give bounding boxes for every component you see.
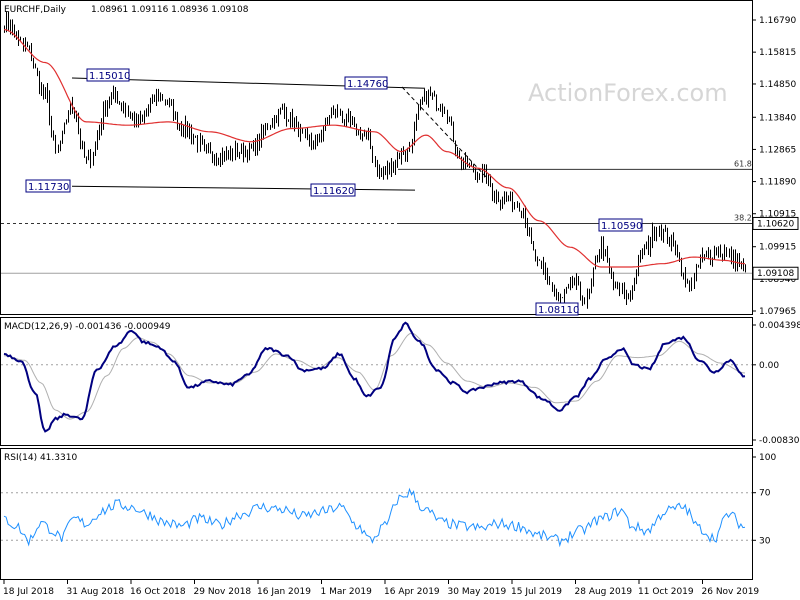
annotation-label-1.08110: 1.08110	[538, 305, 579, 316]
annotation-box-1.11730	[25, 179, 71, 193]
rsi-tick-label: 70	[759, 489, 771, 499]
annotation-box-1.11620	[310, 183, 356, 197]
macd-label: MACD(12,26,9) -0.001436 -0.000949	[4, 322, 171, 332]
price-tick-label: 1.11890	[759, 178, 796, 188]
annotation-box-1.15010	[86, 68, 130, 82]
rsi-line	[3, 487, 746, 548]
ma-line	[3, 29, 746, 268]
rsi-label: RSI(14) 41.3310	[4, 453, 77, 463]
annotation-box-1.14760	[344, 76, 388, 90]
date-tick-label: 30 May 2019	[448, 587, 507, 597]
current-price-label: 1.09108	[757, 269, 794, 279]
rsi-pane	[0, 448, 753, 580]
macd-pane	[0, 317, 753, 446]
annotation-label-1.11730: 1.11730	[28, 182, 69, 193]
price-tick-label: 1.10915	[759, 210, 796, 220]
price-tick-label: 1.13840	[759, 113, 796, 123]
annotation-label-1.14760: 1.14760	[347, 79, 388, 90]
price-tick-label: 1.12865	[759, 145, 796, 155]
ohlc-readout: 1.08961 1.09116 1.08936 1.09108	[91, 5, 249, 15]
price-annotations: 1.15010 1.14760 1.11730 1.11620 1.10590 1.081…	[25, 68, 643, 316]
date-tick-label: 11 Oct 2019	[638, 587, 694, 597]
date-tick-label: 28 Aug 2019	[575, 587, 633, 597]
date-tick-label: 16 Jan 2019	[257, 587, 311, 597]
annotation-label-1.15010: 1.15010	[89, 71, 130, 82]
date-tick-label: 16 Oct 2018	[130, 587, 186, 597]
symbol-label: EURCHF,Daily	[4, 5, 67, 15]
macd-tick-label: 0.004398	[759, 321, 800, 331]
macd-tick-label: 0.00	[759, 361, 779, 371]
axis-labels: 1.16790 1.15815 1.14850 1.13840 1.12865 1.118…	[3, 16, 800, 597]
price-pane	[0, 0, 753, 315]
level-tag-box	[752, 216, 799, 230]
date-tick-label: 31 Aug 2018	[67, 587, 125, 597]
lower-trendline	[71, 185, 416, 191]
date-tick-label: 16 Apr 2019	[384, 587, 440, 597]
price-bars	[4, 11, 746, 309]
date-tick-label: 1 Mar 2019	[321, 587, 373, 597]
macd-lines	[3, 321, 746, 433]
macd-tick-label: -0.008306	[759, 436, 800, 446]
annotation-box-1.08110	[535, 302, 579, 316]
fib-label-38.2: 38.2	[734, 213, 752, 222]
annotation-box-1.10590	[598, 218, 643, 232]
date-tick-label: 15 Jul 2019	[511, 587, 562, 597]
price-tick-label: 1.16790	[759, 16, 796, 26]
date-tick-label: 26 Nov 2019	[702, 587, 760, 597]
price-tick-label: 1.07965	[759, 307, 796, 317]
rsi-tick-label: 30	[759, 536, 771, 546]
level-tag-label: 1.10620	[757, 219, 794, 229]
price-tick-label: 1.08940	[759, 275, 796, 285]
price-tick-label: 1.14850	[759, 80, 796, 90]
price-tick-label: 1.15815	[759, 48, 796, 58]
annotation-label-1.11620: 1.11620	[313, 186, 354, 197]
rsi-lines	[3, 487, 746, 548]
date-tick-label: 18 Jul 2018	[3, 587, 54, 597]
annotation-label-1.10590: 1.10590	[601, 221, 642, 232]
moving-average	[3, 29, 746, 268]
date-tick-label: 29 Nov 2018	[194, 587, 252, 597]
watermark: ActionForex.com	[528, 79, 728, 107]
price-tick-label: 1.09915	[759, 243, 796, 253]
macd-main-line	[3, 321, 746, 433]
rsi-tick-label: 100	[759, 453, 776, 463]
fib-label-61.8: 61.8	[734, 159, 752, 168]
current-price-box	[752, 266, 799, 280]
